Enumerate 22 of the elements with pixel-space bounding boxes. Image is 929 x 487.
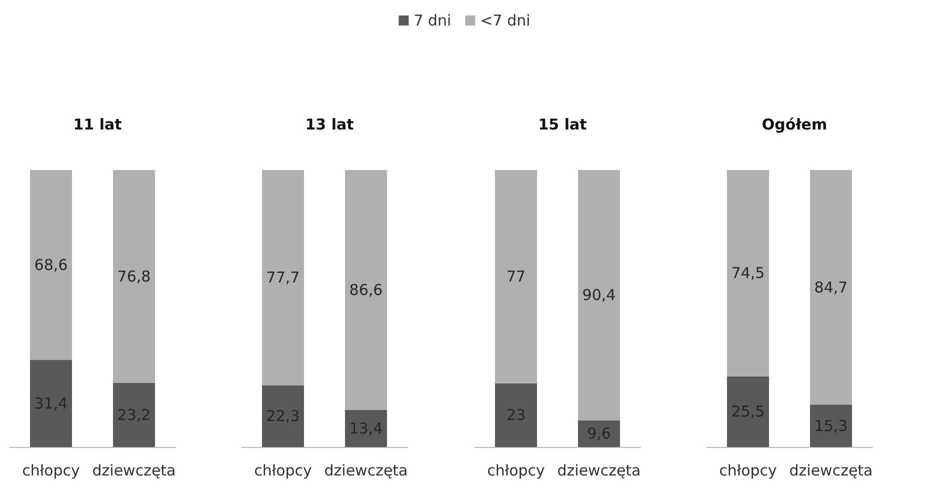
data-label: 77,7 xyxy=(266,268,300,287)
chart-title: 13 lat xyxy=(305,116,354,134)
x-tick-label: dziewczęta xyxy=(92,462,176,480)
x-tick-label: dziewczęta xyxy=(789,462,872,480)
legend-label: 7 dni xyxy=(414,12,452,30)
legend-label: <7 dni xyxy=(480,12,530,30)
x-tick-label: dziewczęta xyxy=(556,462,640,480)
x-tick-label: chłopcy xyxy=(486,462,545,480)
chart-title: 11 lat xyxy=(73,116,122,134)
data-label: 84,7 xyxy=(814,278,848,296)
data-label: 74,5 xyxy=(731,264,764,282)
x-tick-label: chłopcy xyxy=(22,462,80,480)
data-label: 90,4 xyxy=(582,286,616,304)
chart-title: Ogółem xyxy=(762,116,827,134)
data-label: 77 xyxy=(506,268,526,286)
chart-title: 15 lat xyxy=(538,116,586,134)
data-label: 68,6 xyxy=(34,256,68,274)
data-label: 76,8 xyxy=(117,267,151,286)
x-tick-label: dziewczęta xyxy=(324,462,408,480)
x-tick-label: chłopcy xyxy=(718,462,777,480)
x-tick-label: chłopcy xyxy=(254,462,312,480)
data-label: 86,6 xyxy=(350,280,383,299)
